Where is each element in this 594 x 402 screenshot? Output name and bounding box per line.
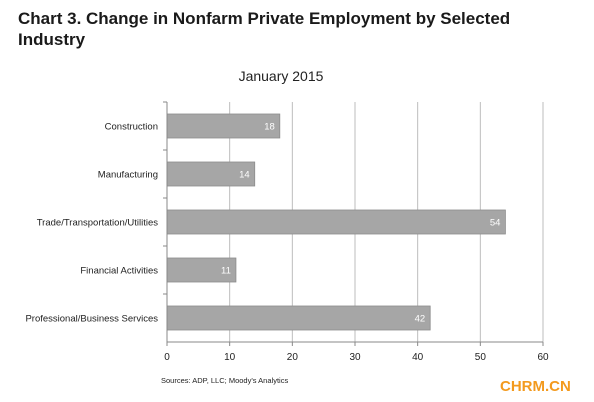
x-tick-label: 50 [475,352,487,363]
category-label: Trade/Transportation/Utilities [37,218,159,229]
chart-subtitle: January 2015 [239,68,324,84]
data-label: 54 [490,218,501,229]
x-tick-label: 30 [349,352,361,363]
data-label: 18 [264,122,275,133]
chart-main-title: Chart 3. Change in Nonfarm Private Emplo… [18,9,511,49]
data-label: 42 [415,314,426,325]
bar-financial-activities [166,257,237,283]
category-label: Construction [105,122,158,133]
bars: 18 14 54 11 42 [166,113,506,331]
watermark-logo: CHRM.CN [500,378,571,395]
data-label: 11 [221,266,231,277]
x-tick-label: 40 [412,352,424,363]
bar-construction [166,113,281,139]
x-tick-label: 0 [164,352,170,363]
category-label: Manufacturing [98,170,158,181]
bar-trade-transportation-utilities [166,209,506,235]
axes: 0 10 20 30 40 50 60 Construction Manufacturing Tr… [25,101,549,363]
category-label: Professional/Business Services [25,314,158,325]
source-note: Sources: ADP, LLC; Moody's Analytics [161,376,288,385]
category-label: Financial Activities [80,266,158,277]
x-tick-label: 10 [224,352,236,363]
x-tick-label: 20 [287,352,299,363]
x-tick-label: 60 [537,352,549,363]
bar-professional-business-services [166,305,431,331]
data-label: 14 [239,170,250,181]
